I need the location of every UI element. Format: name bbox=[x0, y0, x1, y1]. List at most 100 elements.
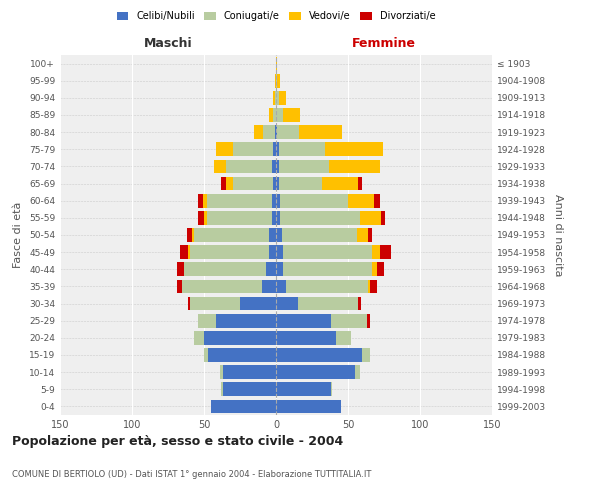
Bar bbox=[331, 314, 367, 328]
Bar bbox=[276, 211, 280, 224]
Bar bbox=[272, 194, 276, 207]
Bar bbox=[356, 228, 368, 242]
Bar bbox=[276, 314, 331, 328]
Text: Popolazione per età, sesso e stato civile - 2004: Popolazione per età, sesso e stato civil… bbox=[12, 435, 343, 448]
Bar bbox=[337, 331, 351, 344]
Bar bbox=[286, 280, 368, 293]
Text: COMUNE DI BERTIOLO (UD) - Dati ISTAT 1° gennaio 2004 - Elaborazione TUTTITALIA.I: COMUNE DI BERTIOLO (UD) - Dati ISTAT 1° … bbox=[12, 470, 371, 479]
Bar bbox=[368, 228, 373, 242]
Bar bbox=[221, 176, 226, 190]
Bar bbox=[194, 331, 204, 344]
Bar bbox=[204, 348, 208, 362]
Bar bbox=[276, 176, 279, 190]
Bar bbox=[325, 142, 383, 156]
Bar bbox=[283, 246, 373, 259]
Bar bbox=[276, 382, 331, 396]
Bar bbox=[204, 331, 276, 344]
Bar bbox=[373, 246, 380, 259]
Bar bbox=[367, 314, 370, 328]
Bar bbox=[276, 108, 283, 122]
Bar bbox=[276, 348, 362, 362]
Bar bbox=[358, 176, 362, 190]
Bar bbox=[176, 280, 182, 293]
Bar bbox=[223, 382, 276, 396]
Bar bbox=[282, 228, 356, 242]
Bar bbox=[358, 296, 361, 310]
Bar bbox=[233, 142, 273, 156]
Bar bbox=[226, 176, 233, 190]
Bar bbox=[276, 296, 298, 310]
Bar bbox=[273, 108, 276, 122]
Bar bbox=[275, 74, 276, 88]
Bar bbox=[275, 91, 276, 104]
Bar bbox=[226, 160, 272, 173]
Bar bbox=[263, 126, 275, 139]
Bar bbox=[277, 74, 280, 88]
Bar bbox=[266, 262, 276, 276]
Bar bbox=[272, 211, 276, 224]
Bar bbox=[203, 194, 207, 207]
Bar bbox=[276, 56, 277, 70]
Y-axis label: Fasce di età: Fasce di età bbox=[13, 202, 23, 268]
Bar bbox=[331, 382, 332, 396]
Bar bbox=[262, 280, 276, 293]
Bar bbox=[355, 366, 359, 379]
Y-axis label: Anni di nascita: Anni di nascita bbox=[553, 194, 563, 276]
Bar bbox=[187, 228, 193, 242]
Bar bbox=[279, 176, 322, 190]
Bar bbox=[233, 176, 273, 190]
Bar bbox=[373, 262, 377, 276]
Bar bbox=[280, 194, 348, 207]
Bar bbox=[182, 280, 262, 293]
Bar bbox=[179, 246, 188, 259]
Bar bbox=[273, 91, 275, 104]
Bar bbox=[184, 262, 266, 276]
Bar bbox=[377, 262, 384, 276]
Bar bbox=[273, 142, 276, 156]
Bar bbox=[283, 262, 373, 276]
Bar bbox=[322, 176, 358, 190]
Bar bbox=[215, 142, 233, 156]
Bar bbox=[198, 314, 215, 328]
Bar bbox=[276, 194, 280, 207]
Bar bbox=[329, 160, 380, 173]
Bar bbox=[279, 91, 286, 104]
Bar bbox=[273, 176, 276, 190]
Text: Maschi: Maschi bbox=[143, 37, 193, 50]
Bar bbox=[254, 126, 263, 139]
Bar bbox=[275, 126, 276, 139]
Bar bbox=[276, 262, 283, 276]
Legend: Celibi/Nubili, Coniugati/e, Vedovi/e, Divorziati/e: Celibi/Nubili, Coniugati/e, Vedovi/e, Di… bbox=[113, 8, 439, 25]
Bar bbox=[277, 126, 299, 139]
Bar bbox=[362, 348, 370, 362]
Bar bbox=[190, 246, 269, 259]
Bar bbox=[220, 366, 223, 379]
Bar bbox=[359, 211, 381, 224]
Bar bbox=[276, 228, 282, 242]
Bar bbox=[269, 228, 276, 242]
Bar bbox=[223, 366, 276, 379]
Bar bbox=[269, 108, 273, 122]
Bar bbox=[215, 314, 276, 328]
Bar bbox=[193, 228, 194, 242]
Bar bbox=[188, 246, 190, 259]
Bar bbox=[374, 194, 380, 207]
Bar bbox=[204, 211, 207, 224]
Bar bbox=[198, 211, 204, 224]
Bar bbox=[370, 280, 377, 293]
Bar bbox=[280, 211, 359, 224]
Bar bbox=[368, 280, 370, 293]
Bar bbox=[283, 108, 301, 122]
Bar bbox=[269, 246, 276, 259]
Bar bbox=[272, 160, 276, 173]
Bar bbox=[188, 296, 190, 310]
Bar bbox=[211, 400, 276, 413]
Bar bbox=[240, 296, 276, 310]
Bar bbox=[381, 211, 385, 224]
Bar bbox=[276, 331, 337, 344]
Bar bbox=[198, 194, 203, 207]
Bar bbox=[214, 160, 226, 173]
Bar bbox=[299, 126, 342, 139]
Bar bbox=[276, 91, 279, 104]
Bar bbox=[276, 280, 286, 293]
